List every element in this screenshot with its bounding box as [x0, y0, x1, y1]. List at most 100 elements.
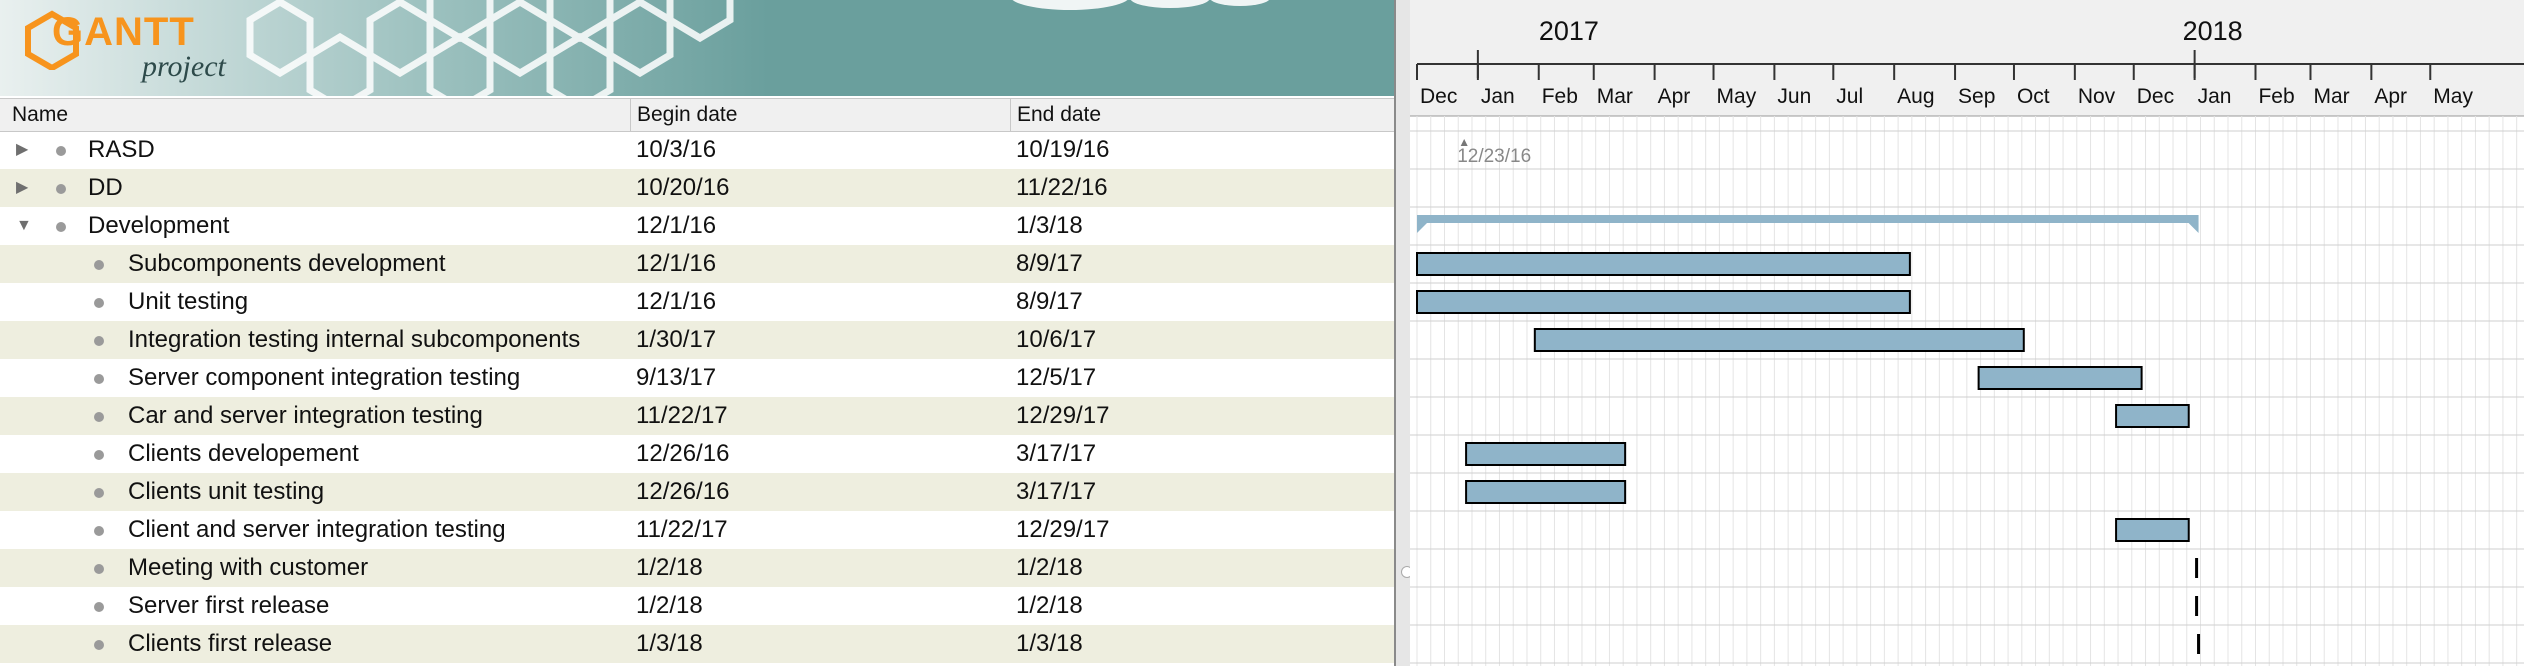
task-begin-date[interactable]: 12/1/16 [636, 288, 717, 315]
milestone-marker[interactable] [2195, 558, 2199, 578]
gantt-chart-panel[interactable]: 2017 2018 Dec Jan Feb Mar Apr May Jun Jul Aug Sep Oc… [1410, 0, 2524, 666]
task-name[interactable]: Server first release [128, 592, 330, 619]
summary-bar-end-cap [2188, 223, 2199, 233]
task-bar[interactable] [2115, 518, 2190, 542]
month-label: Apr [2374, 85, 2407, 108]
task-bullet-icon [94, 336, 104, 346]
month-label: Aug [1897, 85, 1934, 108]
table-row[interactable]: Car and server integration testing 11/22/… [0, 397, 1394, 435]
task-bar[interactable] [1465, 480, 1627, 504]
task-name[interactable]: Server component integration testing [128, 364, 521, 391]
column-header-name[interactable]: Name [12, 103, 69, 126]
task-bar[interactable] [2115, 404, 2190, 428]
task-name[interactable]: Clients developement [128, 440, 359, 467]
task-end-date[interactable]: 1/3/18 [1016, 630, 1083, 657]
month-label: Nov [2078, 85, 2116, 108]
task-end-date[interactable]: 10/6/17 [1016, 326, 1097, 353]
table-row[interactable]: ▶ DD 10/20/16 11/22/16 [0, 169, 1394, 207]
task-end-date[interactable]: 1/2/18 [1016, 554, 1083, 581]
task-begin-date[interactable]: 9/13/17 [636, 364, 717, 391]
month-label: Mar [1597, 85, 1633, 108]
summary-bar[interactable] [1417, 215, 2199, 223]
task-name[interactable]: Unit testing [128, 288, 249, 315]
task-name[interactable]: RASD [88, 136, 155, 163]
task-name[interactable]: Client and server integration testing [128, 516, 506, 543]
task-begin-date[interactable]: 1/3/18 [636, 630, 703, 657]
logo-gantt-text: GANTT [52, 10, 195, 54]
table-row[interactable]: Subcomponents development 12/1/16 8/9/17 [0, 245, 1394, 283]
task-end-date[interactable]: 12/29/17 [1016, 402, 1110, 429]
table-row[interactable]: Meeting with customer 1/2/18 1/2/18 [0, 549, 1394, 587]
month-label: Oct [2017, 85, 2050, 108]
task-bar[interactable] [1416, 252, 1911, 276]
task-end-date[interactable]: 3/17/17 [1016, 478, 1097, 505]
task-name[interactable]: Development [88, 212, 230, 239]
table-row[interactable]: Server component integration testing 9/13… [0, 359, 1394, 397]
task-begin-date[interactable]: 11/22/17 [636, 402, 728, 429]
month-label: May [1717, 85, 1757, 108]
task-bullet-icon [94, 488, 104, 498]
task-end-date[interactable]: 10/19/16 [1016, 136, 1110, 163]
task-name[interactable]: Integration testing internal subcomponen… [128, 326, 581, 353]
table-row[interactable]: Clients developement 12/26/16 3/17/17 [0, 435, 1394, 473]
table-row[interactable]: Clients unit testing 12/26/16 3/17/17 [0, 473, 1394, 511]
task-bar[interactable] [1416, 290, 1911, 314]
banner-hexagon-art [0, 0, 1394, 96]
table-row[interactable]: ▶ RASD 10/3/16 10/19/16 [0, 131, 1394, 169]
task-end-date[interactable]: 11/22/16 [1016, 174, 1108, 201]
summary-bar-start-cap [1417, 223, 1427, 233]
year-label: 2017 [1539, 16, 1599, 46]
task-end-date[interactable]: 8/9/17 [1016, 288, 1083, 315]
task-begin-date[interactable]: 12/1/16 [636, 250, 717, 277]
task-name[interactable]: Meeting with customer [128, 554, 369, 581]
table-row[interactable]: Unit testing 12/1/16 8/9/17 [0, 283, 1394, 321]
task-name[interactable]: Clients unit testing [128, 478, 325, 505]
task-begin-date[interactable]: 12/26/16 [636, 440, 730, 467]
column-header-end-date[interactable]: End date [1010, 99, 1394, 131]
task-begin-date[interactable]: 10/3/16 [636, 136, 717, 163]
task-bullet-icon [94, 640, 104, 650]
task-bullet-icon [56, 222, 66, 232]
table-row[interactable]: Server first release 1/2/18 1/2/18 [0, 587, 1394, 625]
task-begin-date[interactable]: 12/1/16 [636, 212, 717, 239]
expand-triangle-right-icon[interactable]: ▶ [16, 179, 29, 196]
task-name[interactable]: Subcomponents development [128, 250, 446, 277]
task-end-date[interactable]: 3/17/17 [1016, 440, 1097, 467]
task-begin-date[interactable]: 1/2/18 [636, 592, 703, 619]
gantt-chart[interactable]: 2017 2018 Dec Jan Feb Mar Apr May Jun Jul Aug Sep Oc… [1410, 0, 2524, 666]
task-bar[interactable] [1465, 442, 1627, 466]
milestone-marker[interactable] [2195, 596, 2199, 616]
column-header-begin-date[interactable]: Begin date [630, 99, 1010, 131]
task-name[interactable]: Clients first release [128, 630, 333, 657]
table-row[interactable]: Integration testing internal subcomponen… [0, 321, 1394, 359]
task-begin-date[interactable]: 11/22/17 [636, 516, 728, 543]
timeline-header [1410, 0, 2524, 116]
expand-triangle-right-icon[interactable]: ▶ [16, 141, 29, 158]
task-end-date[interactable]: 12/5/17 [1016, 364, 1097, 391]
logo-hexagon-icon [25, 10, 79, 70]
month-label: Sep [1958, 85, 1995, 108]
task-name[interactable]: Car and server integration testing [128, 402, 483, 429]
task-begin-date[interactable]: 10/20/16 [636, 174, 730, 201]
task-begin-date[interactable]: 1/30/17 [636, 326, 717, 353]
task-end-date[interactable]: 8/9/17 [1016, 250, 1083, 277]
milestone-marker[interactable] [2197, 634, 2201, 654]
task-bar[interactable] [1977, 366, 2143, 390]
table-row[interactable]: Clients first release 1/3/18 1/3/18 [0, 625, 1394, 663]
month-label: Feb [1542, 85, 1578, 108]
task-name[interactable]: DD [88, 174, 123, 201]
expand-triangle-down-icon[interactable]: ▼ [16, 217, 32, 234]
table-row[interactable]: ▼ Development 12/1/16 1/3/18 [0, 207, 1394, 245]
task-begin-date[interactable]: 1/2/18 [636, 554, 703, 581]
task-end-date[interactable]: 1/3/18 [1016, 212, 1083, 239]
today-marker-icon: ▲ [1458, 135, 1470, 149]
panel-splitter[interactable] [1396, 0, 1410, 666]
task-bar[interactable] [1533, 328, 2025, 352]
table-row[interactable]: Client and server integration testing 11/… [0, 511, 1394, 549]
task-begin-date[interactable]: 12/26/16 [636, 478, 730, 505]
task-end-date[interactable]: 1/2/18 [1016, 592, 1083, 619]
month-label: Jun [1777, 85, 1811, 108]
month-label: Jan [2198, 85, 2232, 108]
ganttproject-banner: GANTT project [0, 0, 1394, 96]
task-end-date[interactable]: 12/29/17 [1016, 516, 1110, 543]
